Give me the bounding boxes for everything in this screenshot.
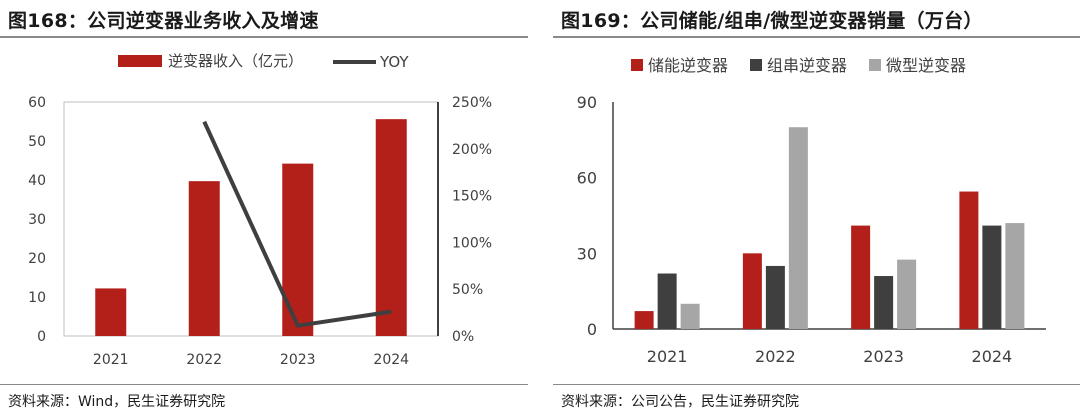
- legend-swatch-revenue: [118, 55, 162, 67]
- left-source-rule: [0, 384, 528, 385]
- left-chart-title: 图168：公司逆变器业务收入及增速: [8, 10, 319, 32]
- x-tick-label: 2023: [863, 347, 904, 366]
- revenue-bar: [95, 288, 127, 336]
- y2-tick-label: 150%: [452, 189, 492, 205]
- sales-bar-0: [634, 311, 654, 329]
- sales-bar-1: [982, 225, 1002, 329]
- revenue-chart: 0 10 20 30 40 50 60 0% 50% 100% 150% 200% 250% 2021 20…: [28, 52, 492, 368]
- sales-bar-2: [1005, 223, 1025, 329]
- legend-swatch-2: [869, 59, 881, 71]
- y-tick-label: 0: [37, 329, 46, 345]
- sales-bar-1: [657, 273, 677, 329]
- x-tick-label: 2024: [972, 347, 1013, 366]
- y-tick-label: 40: [28, 173, 46, 189]
- y-tick-label: 10: [28, 290, 46, 306]
- sales-bar-1: [765, 265, 785, 329]
- x-tick-label: 2021: [647, 347, 688, 366]
- revenue-bar: [282, 163, 314, 336]
- right-chart-title: 图169：公司储能/组串/微型逆变器销量（万台）: [561, 10, 983, 32]
- legend-swatch-0: [631, 59, 643, 71]
- legend-swatch-1: [750, 59, 762, 71]
- y-tick-label: 0: [587, 320, 597, 339]
- y-tick-label: 30: [28, 212, 46, 228]
- yoy-line: [202, 120, 392, 328]
- y-tick-label: 30: [577, 244, 597, 263]
- y2-tick-label: 250%: [452, 95, 492, 111]
- sales-volume-chart: 0 30 60 90 2021 2022 2023 2024 储能逆变器 组串逆变器 微型逆变器: [577, 56, 1046, 366]
- legend-label-yoy: YOY: [379, 53, 409, 71]
- sales-bar-0: [851, 225, 871, 329]
- x-tick-label: 2021: [93, 352, 129, 368]
- y2-tick-label: 0%: [452, 329, 474, 345]
- y-tick-label: 90: [577, 93, 597, 112]
- y2-tick-label: 100%: [452, 235, 492, 251]
- sales-bar-2: [680, 303, 700, 329]
- right-title-rule: [553, 36, 1080, 38]
- legend-label-revenue: 逆变器收入（亿元）: [168, 52, 303, 70]
- sales-bar-0: [742, 253, 762, 329]
- sales-bar-1: [874, 276, 894, 329]
- right-source-rule: [553, 384, 1080, 385]
- y2-tick-label: 200%: [452, 142, 492, 158]
- revenue-bar: [188, 181, 220, 336]
- revenue-bar: [375, 119, 407, 336]
- x-tick-label: 2024: [373, 352, 409, 368]
- left-chart-panel: 图168：公司逆变器业务收入及增速 0 10 20 30 40 50 60 0% 50% 100%…: [0, 0, 528, 414]
- y-tick-label: 60: [28, 95, 46, 111]
- y2-tick-label: 50%: [452, 282, 483, 298]
- sales-bar-2: [897, 259, 917, 329]
- y-tick-label: 20: [28, 251, 46, 267]
- legend-label-1: 组串逆变器: [767, 56, 847, 75]
- left-source-note: 资料来源：Wind，民生证券研究院: [8, 394, 226, 410]
- sales-bar-2: [788, 127, 808, 329]
- x-tick-label: 2022: [755, 347, 796, 366]
- y-tick-label: 60: [577, 169, 597, 188]
- legend-label-0: 储能逆变器: [648, 56, 728, 75]
- left-title-rule: [0, 36, 528, 38]
- legend-label-2: 微型逆变器: [886, 56, 966, 75]
- sales-bar-0: [959, 191, 979, 329]
- x-tick-label: 2023: [280, 352, 316, 368]
- right-source-note: 资料来源：公司公告，民生证券研究院: [561, 394, 799, 410]
- right-chart-panel: 图169：公司储能/组串/微型逆变器销量（万台） 0 30 60 90 2021 2022…: [553, 0, 1080, 414]
- x-tick-label: 2022: [186, 352, 222, 368]
- y-tick-label: 50: [28, 134, 46, 150]
